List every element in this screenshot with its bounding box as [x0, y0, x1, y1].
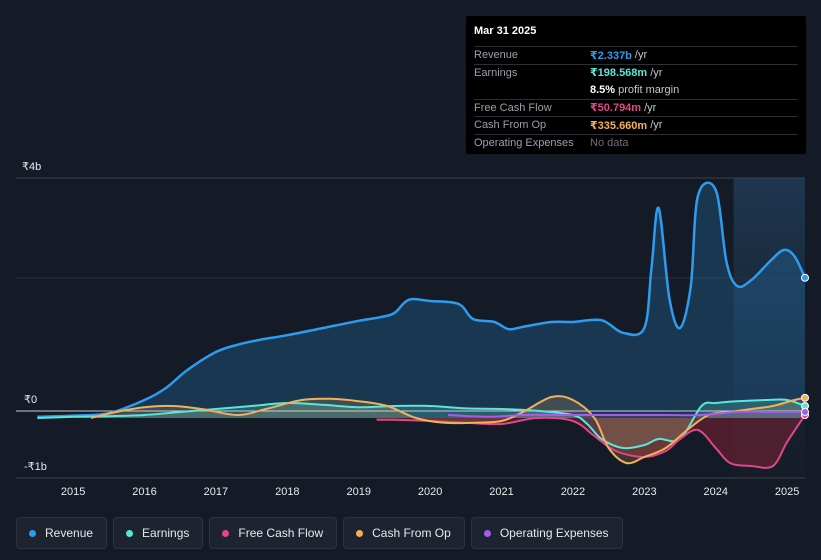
tooltip-row: Cash From Op ₹335.660m/yr — [474, 116, 798, 134]
x-tick-label-2016: 2016 — [132, 486, 156, 498]
legend-item-operating-expenses[interactable]: Operating Expenses — [470, 517, 623, 549]
revenue-line — [37, 181, 807, 419]
tooltip-row-value: 8.5% — [590, 83, 616, 96]
tooltip-row-label: Free Cash Flow — [474, 101, 552, 114]
tooltip-row-unit: /yr — [644, 101, 657, 114]
tooltip-row-label: Cash From Op — [474, 119, 547, 132]
operating-expenses-line — [447, 410, 805, 418]
earnings-area — [37, 399, 805, 449]
x-tick-label-2018: 2018 — [275, 486, 299, 498]
free-cash-flow-area — [376, 415, 805, 468]
operating-expenses-end-point[interactable] — [801, 408, 809, 416]
tooltip-row-unit: /yr — [650, 66, 663, 79]
legend: Revenue Earnings Free Cash Flow Cash From O… — [16, 517, 623, 549]
legend-dot-icon — [29, 529, 36, 537]
revenue-end-point[interactable] — [801, 273, 809, 282]
tooltip-row-value: ₹50.794m — [590, 102, 642, 115]
legend-dot-icon — [483, 529, 491, 537]
tooltip-row-unit: profit margin — [618, 83, 680, 96]
operating-expenses-area — [448, 411, 805, 418]
earnings-line — [37, 398, 806, 450]
tooltip-row: Revenue ₹2.337b/yr — [474, 46, 798, 64]
chart: ₹4b ₹0 -₹1b 2015 2016 2017 2018 2019 2020 2021… — [16, 161, 809, 498]
tooltip-date: Mar 31 2025 — [474, 25, 537, 37]
y-tick-label-top: ₹4b — [22, 161, 41, 173]
x-tick-label-2025: 2025 — [775, 486, 799, 498]
tooltip-row-unit: /yr — [650, 119, 663, 132]
tooltip-row: Operating Expenses No data — [474, 133, 798, 152]
tooltip-row: Earnings ₹198.568m/yr — [474, 63, 798, 82]
cash-from-op-end-point[interactable] — [801, 393, 809, 402]
x-tick-label-2021: 2021 — [489, 486, 513, 498]
past-data-band — [733, 178, 805, 478]
legend-label: Cash From Op — [372, 526, 451, 540]
x-tick-label-2024: 2024 — [704, 486, 728, 498]
tooltip-row-label: Earnings — [474, 66, 518, 79]
x-tick-label-2017: 2017 — [204, 486, 228, 498]
x-tick-label-2020: 2020 — [418, 486, 442, 498]
tooltip-row: 8.5% profit margin — [474, 81, 798, 99]
tooltip-row: Free Cash Flow ₹50.794m/yr — [474, 98, 798, 117]
x-tick-label-2022: 2022 — [561, 486, 585, 498]
cash-from-op-area — [91, 396, 805, 464]
legend-label: Revenue — [45, 526, 94, 540]
legend-item-earnings[interactable]: Earnings — [113, 517, 204, 549]
tooltip-row-value: No data — [590, 136, 629, 149]
x-tick-label-2019: 2019 — [346, 486, 370, 498]
tooltip-row-unit: /yr — [634, 49, 648, 62]
legend-dot-icon — [222, 529, 230, 537]
y-tick-label-zero: ₹0 — [24, 394, 37, 406]
legend-dot-icon — [126, 529, 134, 537]
tooltip-row-value: ₹335.660m — [590, 119, 648, 132]
legend-dot-icon — [356, 529, 364, 537]
x-tick-label-2023: 2023 — [632, 486, 656, 498]
tooltip-row-value: ₹198.568m — [590, 67, 648, 80]
legend-label: Free Cash Flow — [238, 526, 324, 540]
x-tick-label-2015: 2015 — [61, 486, 85, 498]
tooltip: Mar 31 2025 Revenue ₹2.337b/yr Earnings ₹19… — [466, 16, 806, 154]
legend-item-revenue[interactable]: Revenue — [16, 517, 108, 549]
legend-item-cash-from-op[interactable]: Cash From Op — [343, 517, 465, 549]
legend-label: Operating Expenses — [499, 526, 609, 540]
tooltip-row-value: ₹2.337b — [590, 49, 632, 62]
tooltip-row-label: Revenue — [474, 49, 519, 62]
y-tick-label-bottom: -₹1b — [24, 461, 47, 473]
tooltip-row-label: Operating Expenses — [474, 136, 574, 149]
legend-item-free-cash-flow[interactable]: Free Cash Flow — [209, 517, 338, 549]
legend-label: Earnings — [142, 526, 190, 540]
